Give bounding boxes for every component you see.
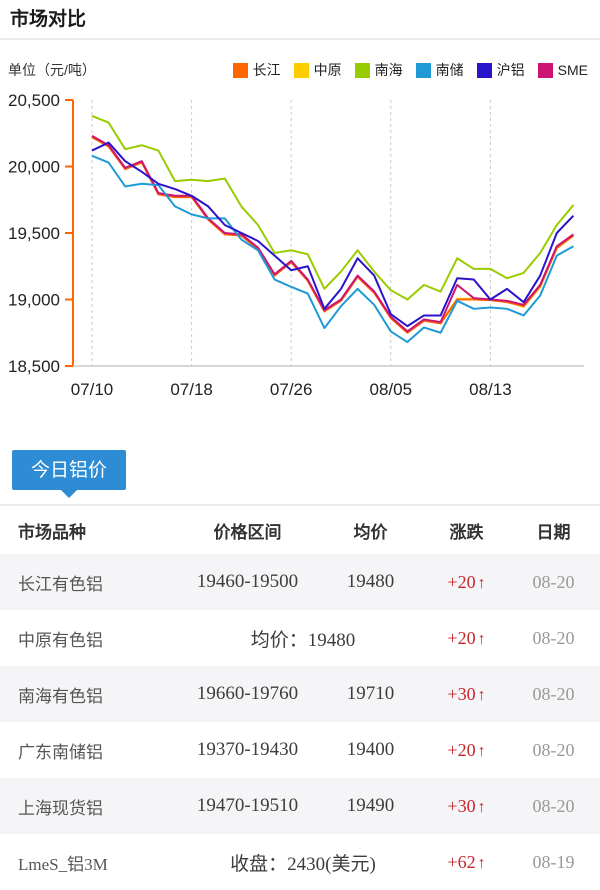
market-name-cell: 中原有色铝 bbox=[18, 630, 103, 650]
x-tick-label: 07/18 bbox=[170, 380, 213, 399]
change-cell: +20 ↑ bbox=[447, 627, 486, 648]
date-cell: 08-20 bbox=[532, 571, 575, 592]
header-divider bbox=[0, 38, 600, 40]
table-header-cell: 均价 bbox=[353, 522, 388, 542]
legend-item-SME[interactable]: SME bbox=[537, 62, 588, 78]
legend-swatch-icon bbox=[232, 62, 248, 78]
table-row: 上海现货铝 19470-19510 19490 +30 ↑ 08-20 bbox=[0, 778, 600, 834]
y-tick-label: 18,500 bbox=[8, 357, 60, 376]
legend-swatch-icon bbox=[476, 62, 492, 78]
market-name-cell: 长江有色铝 bbox=[18, 574, 103, 594]
avg-price-cell: 19400 bbox=[346, 739, 395, 760]
date-cell: 08-20 bbox=[532, 683, 575, 704]
chart-legend: 长江 中原 南海 南储 沪铝 SME bbox=[232, 60, 592, 80]
y-tick-label: 19,000 bbox=[8, 291, 60, 310]
change-cell: +20 ↑ bbox=[447, 571, 486, 592]
page-title: 市场对比 bbox=[10, 9, 87, 30]
avg-price-cell: 19710 bbox=[346, 683, 395, 704]
avg-price-cell: 19490 bbox=[346, 795, 395, 816]
market-name-cell: LmeS_铝3M bbox=[18, 854, 108, 874]
up-arrow-icon: ↑ bbox=[477, 798, 486, 816]
date-cell: 08-20 bbox=[532, 795, 575, 816]
table-row: 南海有色铝 19660-19760 19710 +30 ↑ 08-20 bbox=[0, 666, 600, 722]
date-cell: 08-19 bbox=[532, 851, 575, 872]
table-header-cell: 市场品种 bbox=[18, 522, 86, 542]
up-arrow-icon: ↑ bbox=[477, 630, 486, 648]
legend-item-长江[interactable]: 长江 bbox=[232, 60, 281, 80]
market-name-cell: 南海有色铝 bbox=[18, 686, 103, 706]
legend-label: 南海 bbox=[374, 62, 403, 78]
market-name-cell: 上海现货铝 bbox=[18, 798, 103, 818]
x-tick-label: 07/10 bbox=[71, 380, 114, 399]
change-cell: +20 ↑ bbox=[447, 739, 486, 760]
market-name-cell: 广东南储铝 bbox=[18, 742, 103, 762]
change-cell: +30 ↑ bbox=[447, 683, 486, 704]
up-arrow-icon: ↑ bbox=[477, 574, 486, 592]
legend-label: 长江 bbox=[252, 62, 281, 78]
today-price-button[interactable]: 今日铝价 bbox=[12, 450, 126, 490]
table-header-cell: 日期 bbox=[536, 522, 571, 542]
price-range-cell: 19470-19510 bbox=[196, 795, 299, 816]
series-line-南海 bbox=[91, 115, 575, 301]
avg-price-cell: 19480 bbox=[346, 571, 395, 592]
up-arrow-icon: ↑ bbox=[477, 742, 486, 760]
legend-item-南海[interactable]: 南海 bbox=[354, 60, 403, 80]
change-cell: +30 ↑ bbox=[447, 795, 486, 816]
series-line-SME bbox=[91, 135, 574, 333]
price-range-cell: 19660-19760 bbox=[196, 683, 299, 704]
y-tick-label: 20,000 bbox=[8, 158, 60, 177]
date-cell: 08-20 bbox=[532, 627, 575, 648]
table-header-row: 市场品种 价格区间 均价 涨跌 日期 bbox=[0, 506, 600, 554]
today-price-table: 市场品种 价格区间 均价 涨跌 日期 长江有色铝 19460-19500 19480 +20 ↑… bbox=[0, 506, 600, 890]
table-row: 长江有色铝 19460-19500 19480 +20 ↑ 08-20 bbox=[0, 554, 600, 610]
y-tick-label: 19,500 bbox=[8, 224, 60, 243]
legend-label: 南储 bbox=[435, 62, 464, 78]
x-tick-label: 08/13 bbox=[469, 380, 512, 399]
y-tick-label: 20,500 bbox=[8, 91, 60, 110]
merged-price-cell: 均价：19480 bbox=[250, 629, 356, 651]
legend-label: 中原 bbox=[313, 62, 342, 78]
price-range-cell: 19460-19500 bbox=[196, 571, 299, 592]
page-header: 市场对比 bbox=[0, 0, 600, 38]
section-divider bbox=[0, 504, 600, 506]
series-line-南储 bbox=[91, 154, 574, 344]
change-cell: +62 ↑ bbox=[447, 851, 486, 872]
legend-swatch-icon bbox=[415, 62, 431, 78]
series-line-中原 bbox=[91, 135, 575, 334]
legend-swatch-icon bbox=[354, 62, 370, 78]
date-cell: 08-20 bbox=[532, 739, 575, 760]
legend-item-沪铝[interactable]: 沪铝 bbox=[476, 60, 525, 80]
table-row: 中原有色铝 均价：19480 +20 ↑ 08-20 bbox=[0, 610, 600, 666]
x-tick-label: 07/26 bbox=[270, 380, 313, 399]
x-tick-label: 08/05 bbox=[370, 380, 413, 399]
table-header-cell: 涨跌 bbox=[449, 522, 484, 542]
legend-item-南储[interactable]: 南储 bbox=[415, 60, 464, 80]
legend-label: SME bbox=[557, 62, 588, 78]
series-line-长江 bbox=[91, 136, 574, 334]
chart-meta-row: 单位（元/吨） 长江 中原 南海 南储 沪铝 SME bbox=[0, 40, 600, 80]
legend-swatch-icon bbox=[293, 62, 309, 78]
chart-unit-label: 单位（元/吨） bbox=[8, 62, 96, 78]
table-row: LmeS_铝3M 收盘：2430(美元) +62 ↑ 08-19 bbox=[0, 834, 600, 890]
up-arrow-icon: ↑ bbox=[477, 854, 486, 872]
legend-swatch-icon bbox=[537, 62, 553, 78]
merged-price-cell: 收盘：2430(美元) bbox=[230, 853, 376, 875]
table-header-cell: 价格区间 bbox=[213, 522, 282, 542]
legend-label: 沪铝 bbox=[496, 62, 525, 78]
price-range-cell: 19370-19430 bbox=[196, 739, 299, 760]
up-arrow-icon: ↑ bbox=[477, 686, 486, 704]
legend-item-中原[interactable]: 中原 bbox=[293, 60, 342, 80]
price-comparison-chart: 07/10 07/18 07/26 08/05 08/13 20,500 20,000 19,… bbox=[8, 91, 584, 399]
series-line-沪铝 bbox=[91, 141, 575, 328]
table-row: 广东南储铝 19370-19430 19400 +20 ↑ 08-20 bbox=[0, 722, 600, 778]
